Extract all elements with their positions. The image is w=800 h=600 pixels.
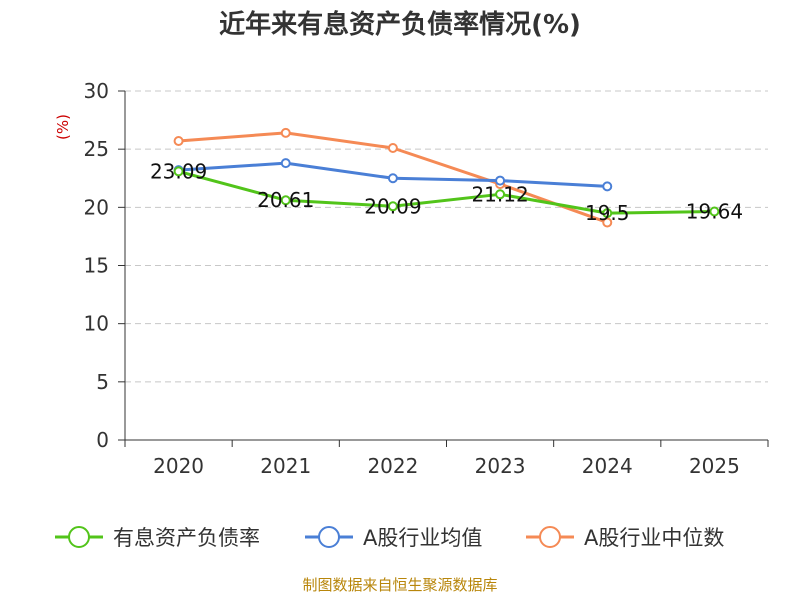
series-point (387, 201, 398, 212)
legend: 有息资产负债率 A股行业均值 A股行业中位数 (55, 526, 724, 550)
y-tick-label: 25 (84, 137, 109, 161)
x-tick-label: 2022 (367, 454, 418, 478)
y-tick-label: 5 (96, 370, 109, 394)
y-tick-label: 10 (84, 312, 109, 336)
legend-label: A股行业均值 (363, 526, 482, 550)
data-label: 20.61 (257, 188, 314, 212)
series-point (602, 181, 613, 192)
y-tick-label: 20 (84, 195, 109, 219)
series-point (495, 175, 506, 186)
data-label: 21.12 (471, 182, 528, 206)
x-tick-label: 2021 (260, 454, 311, 478)
series-lines (173, 127, 720, 228)
legend-marker (68, 526, 90, 548)
legend-item: A股行业中位数 (526, 526, 724, 550)
series-point (280, 195, 291, 206)
series-point (280, 158, 291, 169)
y-tick-label: 30 (84, 79, 109, 103)
legend-item: A股行业均值 (305, 526, 482, 550)
series-point (280, 127, 291, 138)
x-tick-label: 2024 (582, 454, 633, 478)
y-tick-label: 0 (96, 428, 109, 452)
series-point (173, 136, 184, 147)
source-note: 制图数据来自恒生聚源数据库 (302, 576, 497, 594)
series-point (709, 206, 720, 217)
series-point (387, 143, 398, 154)
y-tick-label: 15 (84, 254, 109, 278)
series-line (178, 169, 715, 215)
data-label: 23.09 (150, 159, 207, 183)
legend-item: 有息资产负债率 (55, 526, 260, 550)
y-axis-label: (%) (54, 114, 72, 140)
series-point (173, 166, 184, 177)
legend-marker (539, 526, 561, 548)
x-tick-label: 2020 (153, 454, 204, 478)
legend-marker (318, 526, 340, 548)
data-label: 20.09 (364, 194, 421, 218)
series-point (602, 208, 613, 219)
data-label: 19.64 (686, 200, 743, 224)
x-tick-label: 2023 (475, 454, 526, 478)
data-label: 19.5 (585, 201, 630, 225)
legend-label: A股行业中位数 (584, 526, 724, 550)
data-labels: 23.09 20.61 20.09 21.12 19.5 19.64 (150, 159, 743, 225)
x-tick-label: 2025 (689, 454, 740, 478)
series-point (602, 217, 613, 228)
legend-label: 有息资产负债率 (113, 526, 260, 550)
series-point (495, 189, 506, 200)
chart-title: 近年来有息资产负债率情况(%) (219, 9, 581, 40)
series-point (387, 173, 398, 184)
grid (125, 90, 768, 383)
